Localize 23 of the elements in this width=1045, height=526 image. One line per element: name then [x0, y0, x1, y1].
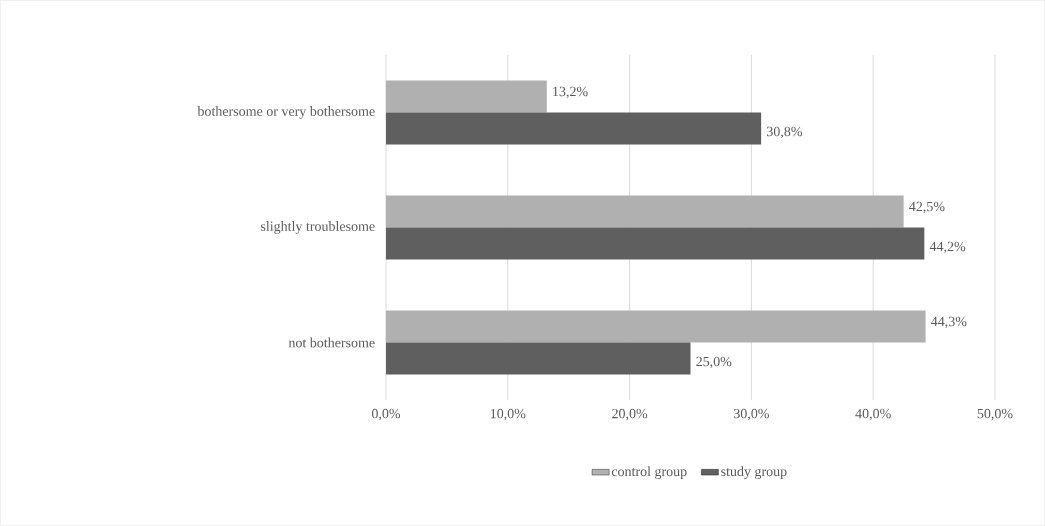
y-tick-label: slightly troublesome	[261, 221, 375, 234]
data-label: 13,2%	[553, 86, 588, 99]
bar	[386, 342, 691, 375]
bar	[386, 80, 547, 113]
x-tick-label: 10,0%	[490, 408, 526, 421]
data-label: 25,0%	[696, 356, 732, 369]
data-label: 30,8%	[767, 126, 803, 139]
x-tick-label: 20,0%	[612, 408, 648, 421]
y-tick-label: bothersome or very bothersome	[197, 106, 375, 119]
bar	[386, 195, 904, 228]
data-label: 44,2%	[929, 241, 966, 254]
legend-label: study group	[721, 466, 787, 480]
y-tick-label: not bothersome	[288, 337, 375, 348]
bar	[386, 310, 926, 343]
x-tick-label: 50,0%	[977, 408, 1013, 421]
x-tick-label: 0,0%	[371, 408, 401, 421]
data-label: 42,5%	[909, 201, 945, 214]
x-tick-label: 40,0%	[855, 408, 891, 421]
legend-label: control group	[611, 466, 687, 480]
data-label: 44,3%	[931, 316, 967, 329]
bar	[386, 112, 762, 145]
x-tick-label: 30,0%	[733, 408, 769, 421]
bar	[386, 227, 925, 260]
